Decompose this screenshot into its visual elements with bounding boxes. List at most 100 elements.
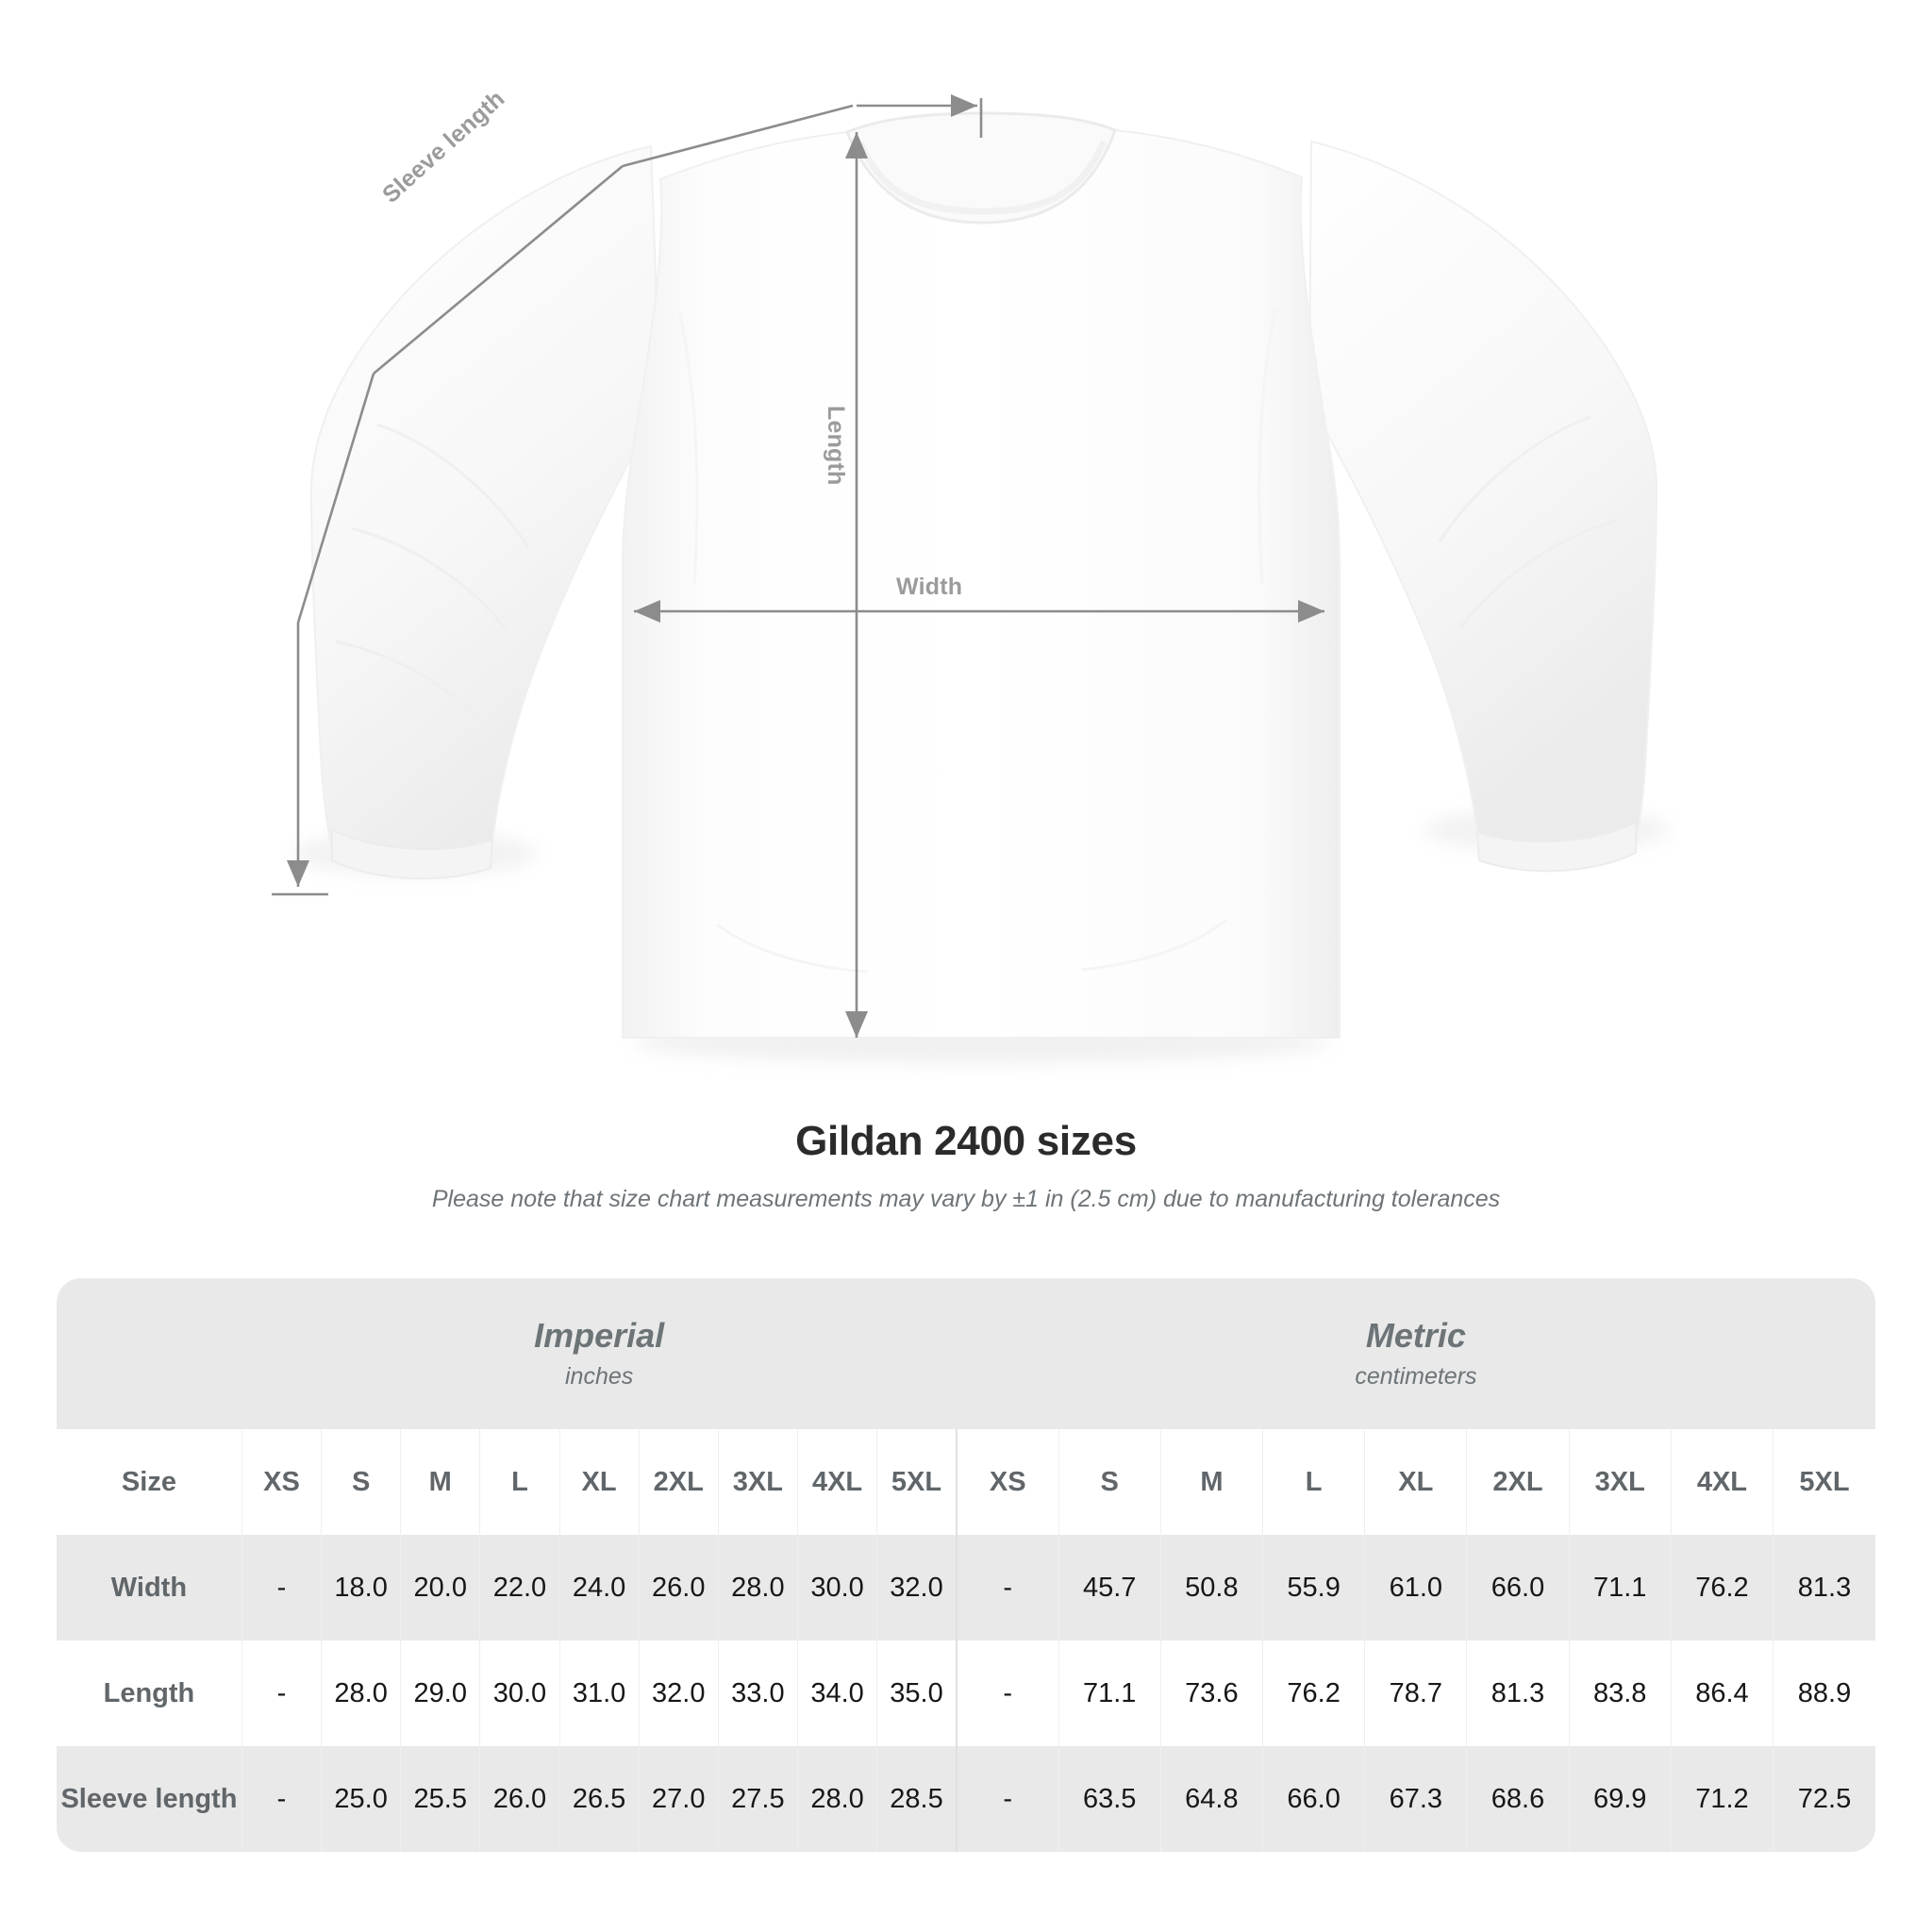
cell-length-imperial-s: 28.0 (321, 1641, 401, 1746)
table-row: Width - 18.0 20.0 22.0 24.0 26.0 28.0 30… (57, 1535, 1875, 1641)
size-header-metric-l: L (1261, 1429, 1365, 1535)
size-header-row: Size XS S M L XL 2XL 3XL 4XL 5XL XS S M … (57, 1429, 1875, 1535)
collar-rib (857, 140, 1108, 215)
cell-width-imperial-xl: 24.0 (558, 1535, 640, 1641)
width-annotation-label: Width (896, 574, 963, 600)
cell-width-imperial-m: 20.0 (400, 1535, 480, 1641)
sleeve-arrow-head-top (951, 94, 977, 117)
size-header-imperial-4xl: 4XL (796, 1429, 877, 1535)
cell-sleeve-metric-2xl: 68.6 (1466, 1746, 1570, 1852)
collar (845, 111, 1117, 225)
cell-sleeve-imperial-4xl: 28.0 (796, 1746, 877, 1852)
length-arrow-head-bottom (845, 1011, 868, 1038)
cell-sleeve-metric-l: 66.0 (1261, 1746, 1365, 1852)
cell-width-metric-xs: - (955, 1535, 1059, 1641)
cell-sleeve-metric-3xl: 69.9 (1568, 1746, 1672, 1852)
cell-sleeve-imperial-l: 26.0 (479, 1746, 559, 1852)
cell-length-metric-s: 71.1 (1058, 1641, 1161, 1746)
table-row: Sleeve length - 25.0 25.5 26.0 26.5 27.0… (57, 1746, 1875, 1852)
unit-group-imperial: Imperial inches (242, 1278, 957, 1429)
cell-length-imperial-4xl: 34.0 (796, 1641, 877, 1746)
cell-length-imperial-l: 30.0 (479, 1641, 559, 1746)
table-corner-blank (57, 1278, 242, 1429)
unit-group-metric: Metric centimeters (956, 1278, 1875, 1429)
row-label-width: Width (57, 1535, 242, 1641)
cell-length-imperial-xs: - (241, 1641, 322, 1746)
measurement-arrows (272, 94, 1324, 1038)
cell-sleeve-imperial-s: 25.0 (321, 1746, 401, 1852)
cell-sleeve-metric-4xl: 71.2 (1670, 1746, 1774, 1852)
table-row: Length - 28.0 29.0 30.0 31.0 32.0 33.0 3… (57, 1641, 1875, 1746)
cell-sleeve-metric-xs: - (955, 1746, 1059, 1852)
size-header-imperial-5xl: 5XL (876, 1429, 957, 1535)
cell-width-imperial-xs: - (241, 1535, 322, 1641)
sleeve-folds (335, 415, 1633, 737)
cell-width-metric-l: 55.9 (1261, 1535, 1365, 1641)
fabric-folds (677, 307, 1277, 974)
size-header-metric-3xl: 3XL (1568, 1429, 1672, 1535)
right-sleeve (1307, 140, 1658, 865)
cell-width-metric-3xl: 71.1 (1568, 1535, 1672, 1641)
cell-sleeve-imperial-xs: - (241, 1746, 322, 1852)
size-chart-table: Imperial inches Metric centimeters Size … (57, 1278, 1875, 1852)
size-header-imperial-l: L (479, 1429, 559, 1535)
size-header-metric-5xl: 5XL (1773, 1429, 1875, 1535)
unit-group-imperial-name: Imperial (534, 1315, 665, 1355)
cell-length-metric-3xl: 83.8 (1568, 1641, 1672, 1746)
cell-length-metric-4xl: 86.4 (1670, 1641, 1774, 1746)
sleeve-diagonal-b (373, 165, 624, 375)
cell-width-metric-5xl: 81.3 (1773, 1535, 1875, 1641)
cell-sleeve-imperial-m: 25.5 (400, 1746, 480, 1852)
cell-length-metric-m: 73.6 (1159, 1641, 1263, 1746)
size-header-metric-4xl: 4XL (1670, 1429, 1774, 1535)
cell-length-metric-2xl: 81.3 (1466, 1641, 1570, 1746)
length-annotation-label: Length (823, 406, 849, 486)
cell-length-metric-xs: - (955, 1641, 1059, 1746)
cell-sleeve-imperial-5xl: 28.5 (876, 1746, 957, 1852)
cell-length-imperial-3xl: 33.0 (717, 1641, 798, 1746)
size-header-imperial-m: M (400, 1429, 480, 1535)
size-header-metric-s: S (1058, 1429, 1161, 1535)
size-header-metric-m: M (1159, 1429, 1263, 1535)
cell-length-metric-l: 76.2 (1261, 1641, 1365, 1746)
size-header-imperial-xs: XS (241, 1429, 322, 1535)
unit-group-header-row: Imperial inches Metric centimeters (57, 1278, 1875, 1429)
cell-length-imperial-5xl: 35.0 (876, 1641, 957, 1746)
unit-group-imperial-sub: inches (565, 1363, 634, 1391)
page-title: Gildan 2400 sizes (795, 1118, 1137, 1164)
size-header-imperial-3xl: 3XL (717, 1429, 798, 1535)
shirt-body (622, 128, 1341, 1039)
sleeve-arrow-head-bottom (287, 860, 309, 887)
tolerance-note: Please note that size chart measurements… (431, 1186, 1501, 1212)
cell-length-imperial-m: 29.0 (400, 1641, 480, 1746)
cell-width-metric-m: 50.8 (1159, 1535, 1263, 1641)
size-header-label: Size (57, 1429, 242, 1535)
cell-width-metric-xl: 61.0 (1364, 1535, 1467, 1641)
size-header-imperial-xl: XL (558, 1429, 640, 1535)
cell-width-imperial-4xl: 30.0 (796, 1535, 877, 1641)
left-sleeve (309, 144, 662, 873)
cell-length-metric-5xl: 88.9 (1773, 1641, 1875, 1746)
cell-width-imperial-5xl: 32.0 (876, 1535, 957, 1641)
cell-sleeve-metric-5xl: 72.5 (1773, 1746, 1875, 1852)
left-cuff (331, 828, 494, 880)
unit-group-metric-sub: centimeters (1355, 1363, 1477, 1391)
title-block: Gildan 2400 sizes Please note that size … (0, 1118, 1932, 1213)
cell-sleeve-metric-s: 63.5 (1058, 1746, 1161, 1852)
row-label-length: Length (57, 1641, 242, 1746)
size-header-imperial-s: S (321, 1429, 401, 1535)
sleeve-diagonal-a (622, 104, 854, 168)
cell-width-metric-s: 45.7 (1058, 1535, 1161, 1641)
right-cuff (1475, 821, 1637, 873)
size-table-wrapper: Imperial inches Metric centimeters Size … (57, 1278, 1875, 1852)
cell-width-metric-2xl: 66.0 (1466, 1535, 1570, 1641)
cell-sleeve-imperial-xl: 26.5 (558, 1746, 640, 1852)
cell-width-metric-4xl: 76.2 (1670, 1535, 1774, 1641)
sleeve-diagonal-c (296, 373, 375, 624)
cell-length-metric-xl: 78.7 (1364, 1641, 1467, 1746)
cell-length-imperial-2xl: 32.0 (638, 1641, 719, 1746)
size-header-imperial-2xl: 2XL (638, 1429, 719, 1535)
garment-diagram: Sleeve length Length Width (272, 85, 1670, 1063)
cell-length-imperial-xl: 31.0 (558, 1641, 640, 1746)
